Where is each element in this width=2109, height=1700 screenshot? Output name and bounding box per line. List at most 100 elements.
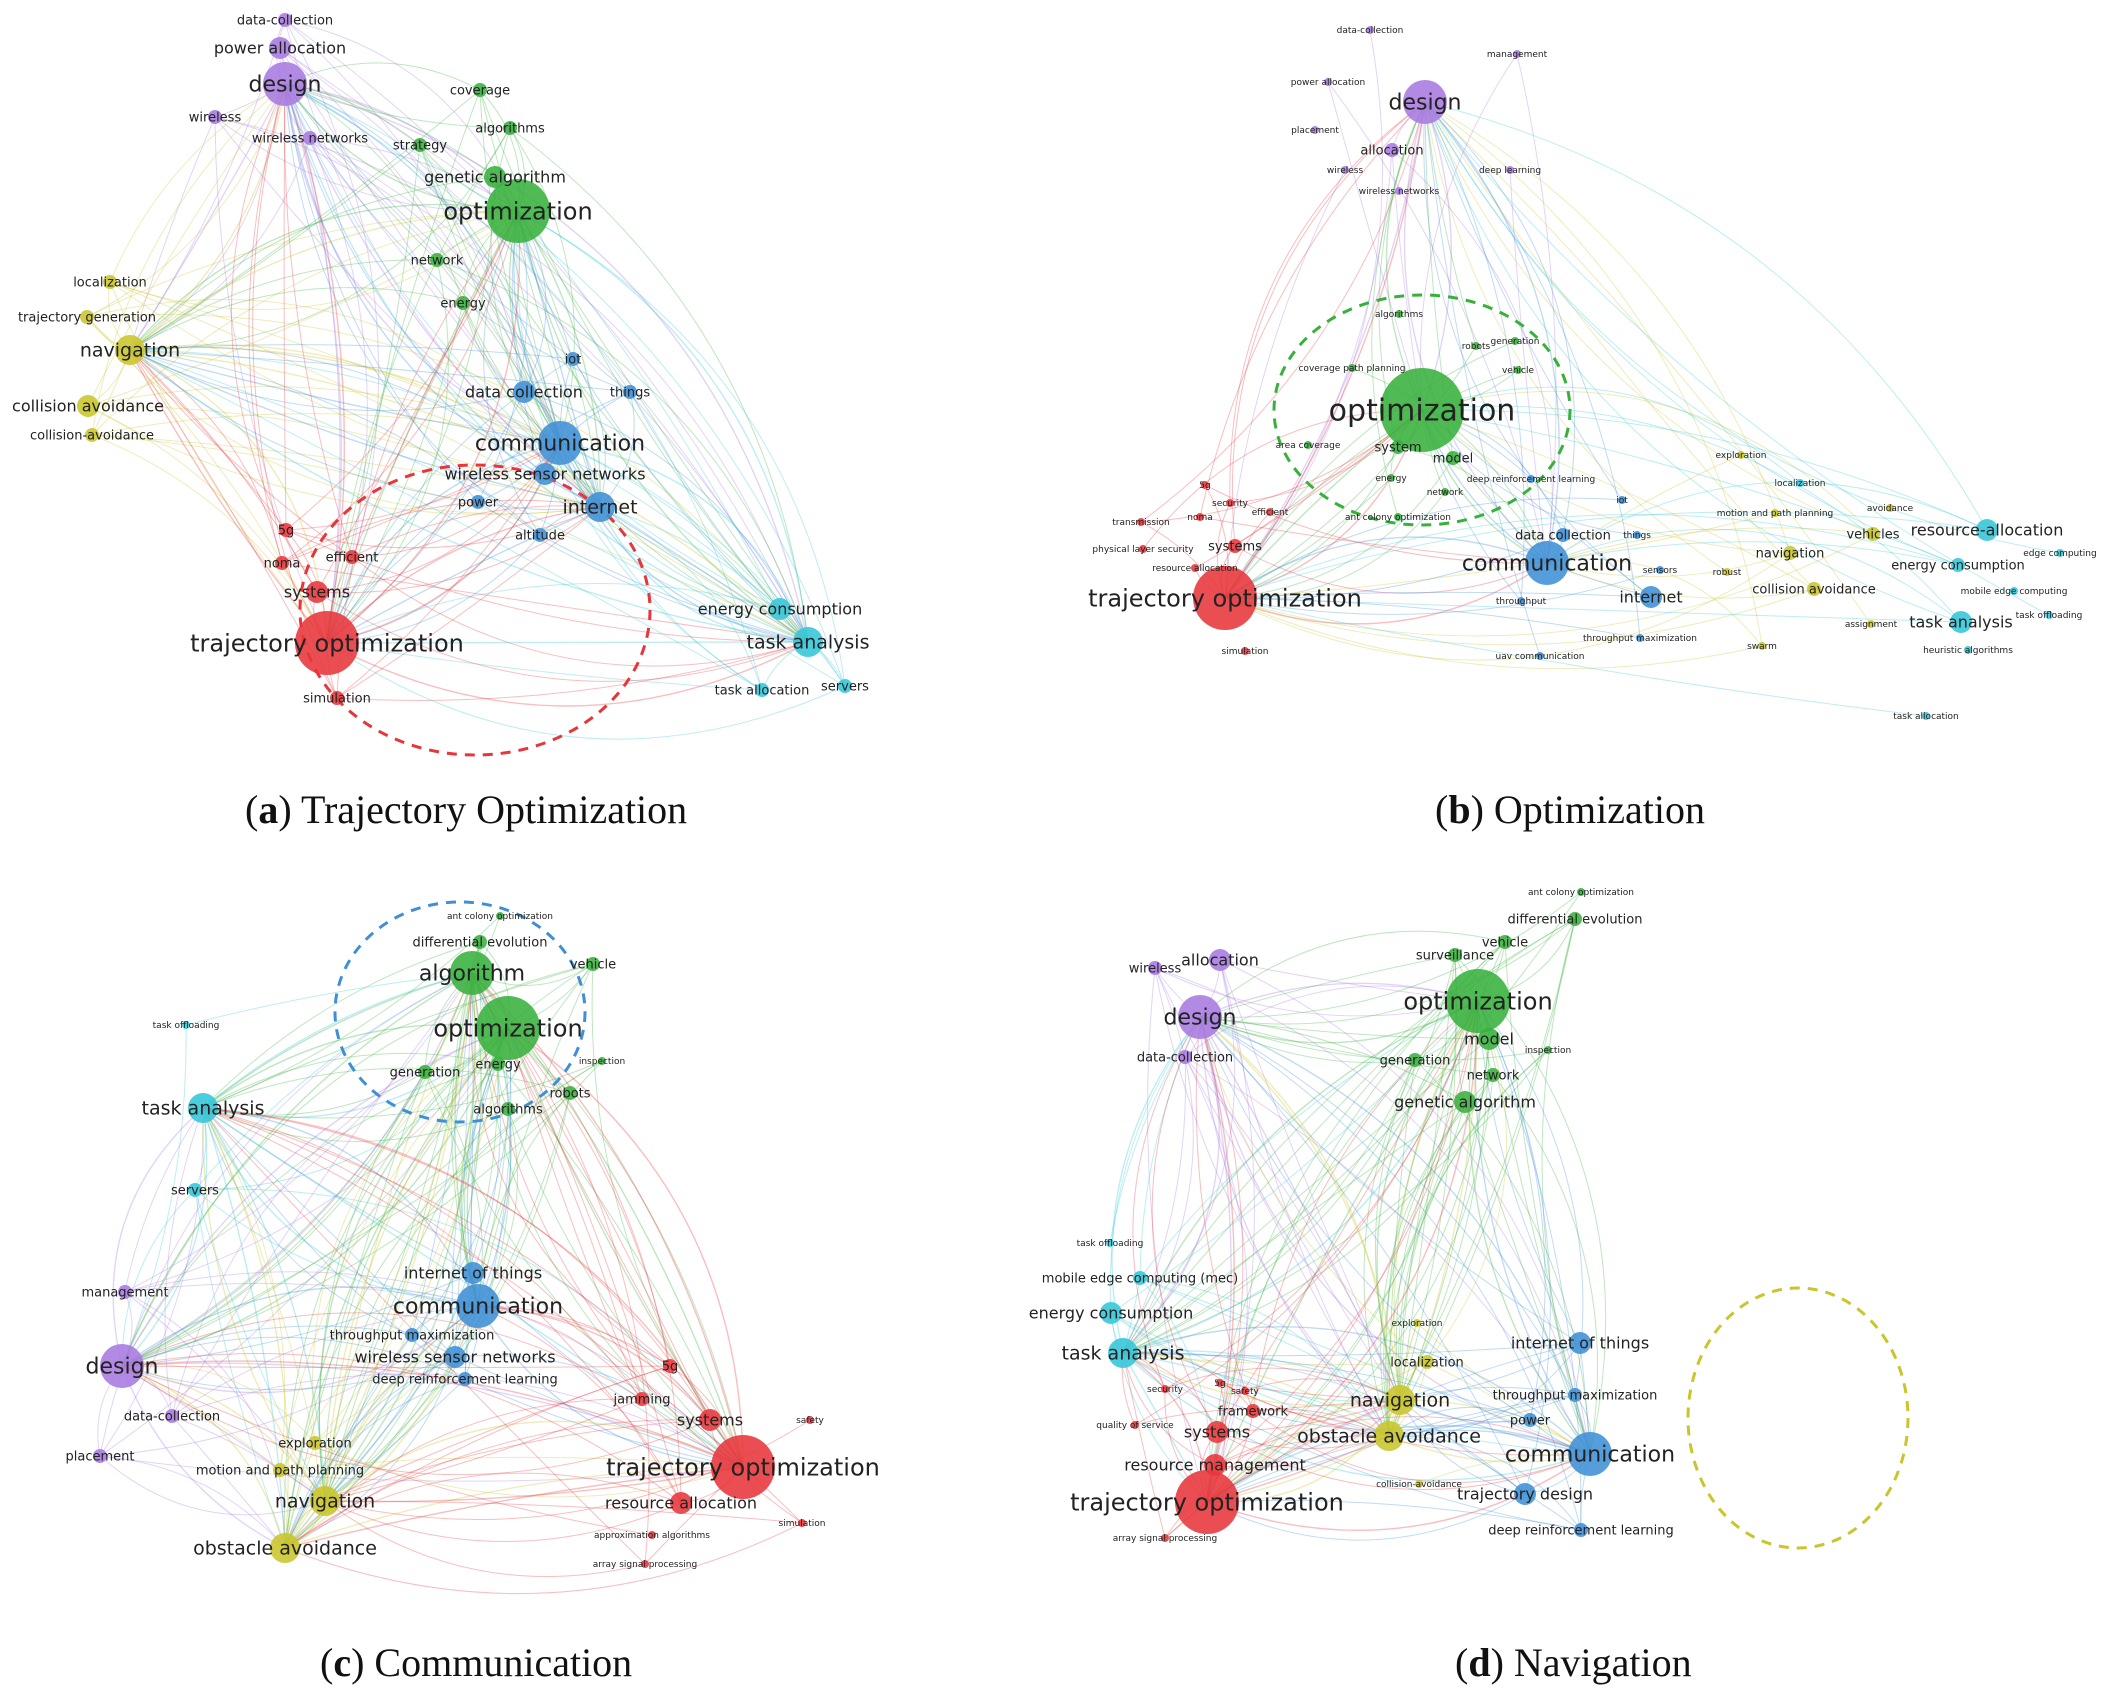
keyword-node[interactable] bbox=[1413, 1319, 1421, 1327]
keyword-node[interactable] bbox=[1415, 1480, 1423, 1488]
keyword-node[interactable] bbox=[188, 1183, 202, 1197]
keyword-node[interactable] bbox=[755, 683, 769, 697]
keyword-node[interactable] bbox=[1807, 582, 1821, 596]
keyword-node[interactable] bbox=[486, 179, 550, 243]
keyword-node[interactable] bbox=[1394, 513, 1402, 521]
keyword-node[interactable] bbox=[1201, 481, 1209, 489]
keyword-node[interactable] bbox=[793, 627, 823, 657]
keyword-node[interactable] bbox=[444, 1346, 466, 1368]
keyword-node[interactable] bbox=[278, 13, 292, 27]
keyword-node[interactable] bbox=[275, 556, 289, 570]
keyword-node[interactable] bbox=[1514, 366, 1522, 374]
keyword-node[interactable] bbox=[2010, 587, 2018, 595]
keyword-node[interactable] bbox=[1783, 546, 1797, 560]
keyword-node[interactable] bbox=[1241, 1387, 1249, 1395]
keyword-node[interactable] bbox=[1216, 1379, 1224, 1387]
keyword-node[interactable] bbox=[513, 381, 535, 403]
keyword-node[interactable] bbox=[279, 523, 293, 537]
keyword-node[interactable] bbox=[1311, 126, 1319, 134]
keyword-node[interactable] bbox=[405, 1328, 419, 1342]
keyword-node[interactable] bbox=[1131, 1421, 1139, 1429]
keyword-node[interactable] bbox=[563, 1086, 577, 1100]
keyword-node[interactable] bbox=[1523, 1413, 1537, 1427]
keyword-node[interactable] bbox=[566, 352, 580, 366]
keyword-node[interactable] bbox=[1556, 528, 1570, 542]
keyword-node[interactable] bbox=[1758, 642, 1766, 650]
keyword-node[interactable] bbox=[1139, 545, 1147, 553]
keyword-node[interactable] bbox=[458, 1372, 472, 1386]
keyword-node[interactable] bbox=[1341, 166, 1349, 174]
keyword-node[interactable] bbox=[118, 1285, 132, 1299]
keyword-node[interactable] bbox=[310, 1486, 340, 1516]
keyword-node[interactable] bbox=[269, 37, 291, 59]
keyword-node[interactable] bbox=[103, 275, 117, 289]
keyword-node[interactable] bbox=[345, 550, 359, 564]
keyword-node[interactable] bbox=[1148, 961, 1162, 975]
keyword-node[interactable] bbox=[1161, 1385, 1169, 1393]
keyword-node[interactable] bbox=[1420, 1355, 1434, 1369]
keyword-node[interactable] bbox=[1137, 518, 1145, 526]
keyword-node[interactable] bbox=[1391, 440, 1405, 454]
keyword-node[interactable] bbox=[413, 138, 427, 152]
keyword-node[interactable] bbox=[533, 528, 547, 542]
keyword-node[interactable] bbox=[1867, 620, 1875, 628]
keyword-node[interactable] bbox=[806, 1416, 814, 1424]
keyword-node[interactable] bbox=[1106, 1239, 1114, 1247]
keyword-node[interactable] bbox=[1568, 1388, 1582, 1402]
keyword-node[interactable] bbox=[538, 421, 582, 465]
keyword-node[interactable] bbox=[295, 611, 359, 675]
keyword-node[interactable] bbox=[1472, 342, 1480, 350]
keyword-node[interactable] bbox=[598, 1057, 606, 1065]
keyword-node[interactable] bbox=[165, 1409, 179, 1423]
keyword-node[interactable] bbox=[1633, 531, 1641, 539]
keyword-node[interactable] bbox=[641, 1560, 649, 1568]
keyword-node[interactable] bbox=[711, 1435, 775, 1499]
keyword-node[interactable] bbox=[1175, 1470, 1239, 1534]
keyword-node[interactable] bbox=[648, 1531, 656, 1539]
keyword-node[interactable] bbox=[1723, 568, 1731, 576]
keyword-node[interactable] bbox=[1385, 143, 1399, 157]
keyword-node[interactable] bbox=[462, 1262, 484, 1284]
keyword-node[interactable] bbox=[484, 166, 506, 188]
keyword-node[interactable] bbox=[1964, 646, 1972, 654]
keyword-node[interactable] bbox=[80, 310, 94, 324]
keyword-node[interactable] bbox=[1922, 712, 1930, 720]
keyword-node[interactable] bbox=[1544, 1046, 1552, 1054]
keyword-node[interactable] bbox=[1178, 1050, 1192, 1064]
keyword-node[interactable] bbox=[1506, 166, 1514, 174]
keyword-node[interactable] bbox=[85, 428, 99, 442]
keyword-node[interactable] bbox=[208, 110, 222, 124]
keyword-node[interactable] bbox=[1976, 519, 1998, 541]
keyword-node[interactable] bbox=[1246, 1404, 1260, 1418]
keyword-node[interactable] bbox=[1577, 888, 1585, 896]
keyword-node[interactable] bbox=[1228, 539, 1242, 553]
keyword-node[interactable] bbox=[1324, 78, 1332, 86]
keyword-node[interactable] bbox=[93, 1449, 107, 1463]
keyword-node[interactable] bbox=[1385, 1385, 1415, 1415]
keyword-node[interactable] bbox=[798, 1519, 806, 1527]
keyword-node[interactable] bbox=[1498, 935, 1512, 949]
keyword-node[interactable] bbox=[1387, 474, 1395, 482]
keyword-node[interactable] bbox=[188, 1093, 218, 1123]
keyword-node[interactable] bbox=[473, 935, 487, 949]
keyword-node[interactable] bbox=[1771, 509, 1779, 517]
keyword-node[interactable] bbox=[1241, 647, 1249, 655]
keyword-node[interactable] bbox=[1640, 586, 1662, 608]
keyword-node[interactable] bbox=[1441, 488, 1449, 496]
keyword-node[interactable] bbox=[1209, 949, 1231, 971]
keyword-node[interactable] bbox=[491, 1057, 505, 1071]
keyword-node[interactable] bbox=[1574, 1523, 1588, 1537]
keyword-node[interactable] bbox=[1525, 541, 1569, 585]
keyword-node[interactable] bbox=[1446, 969, 1510, 1033]
keyword-node[interactable] bbox=[1517, 597, 1525, 605]
keyword-node[interactable] bbox=[263, 62, 307, 106]
keyword-node[interactable] bbox=[1304, 441, 1312, 449]
keyword-node[interactable] bbox=[838, 679, 852, 693]
keyword-node[interactable] bbox=[476, 996, 540, 1060]
keyword-node[interactable] bbox=[1568, 1432, 1612, 1476]
keyword-node[interactable] bbox=[1226, 499, 1234, 507]
keyword-node[interactable] bbox=[1796, 479, 1804, 487]
keyword-node[interactable] bbox=[1866, 527, 1880, 541]
keyword-node[interactable] bbox=[306, 581, 328, 603]
keyword-node[interactable] bbox=[273, 1463, 287, 1477]
